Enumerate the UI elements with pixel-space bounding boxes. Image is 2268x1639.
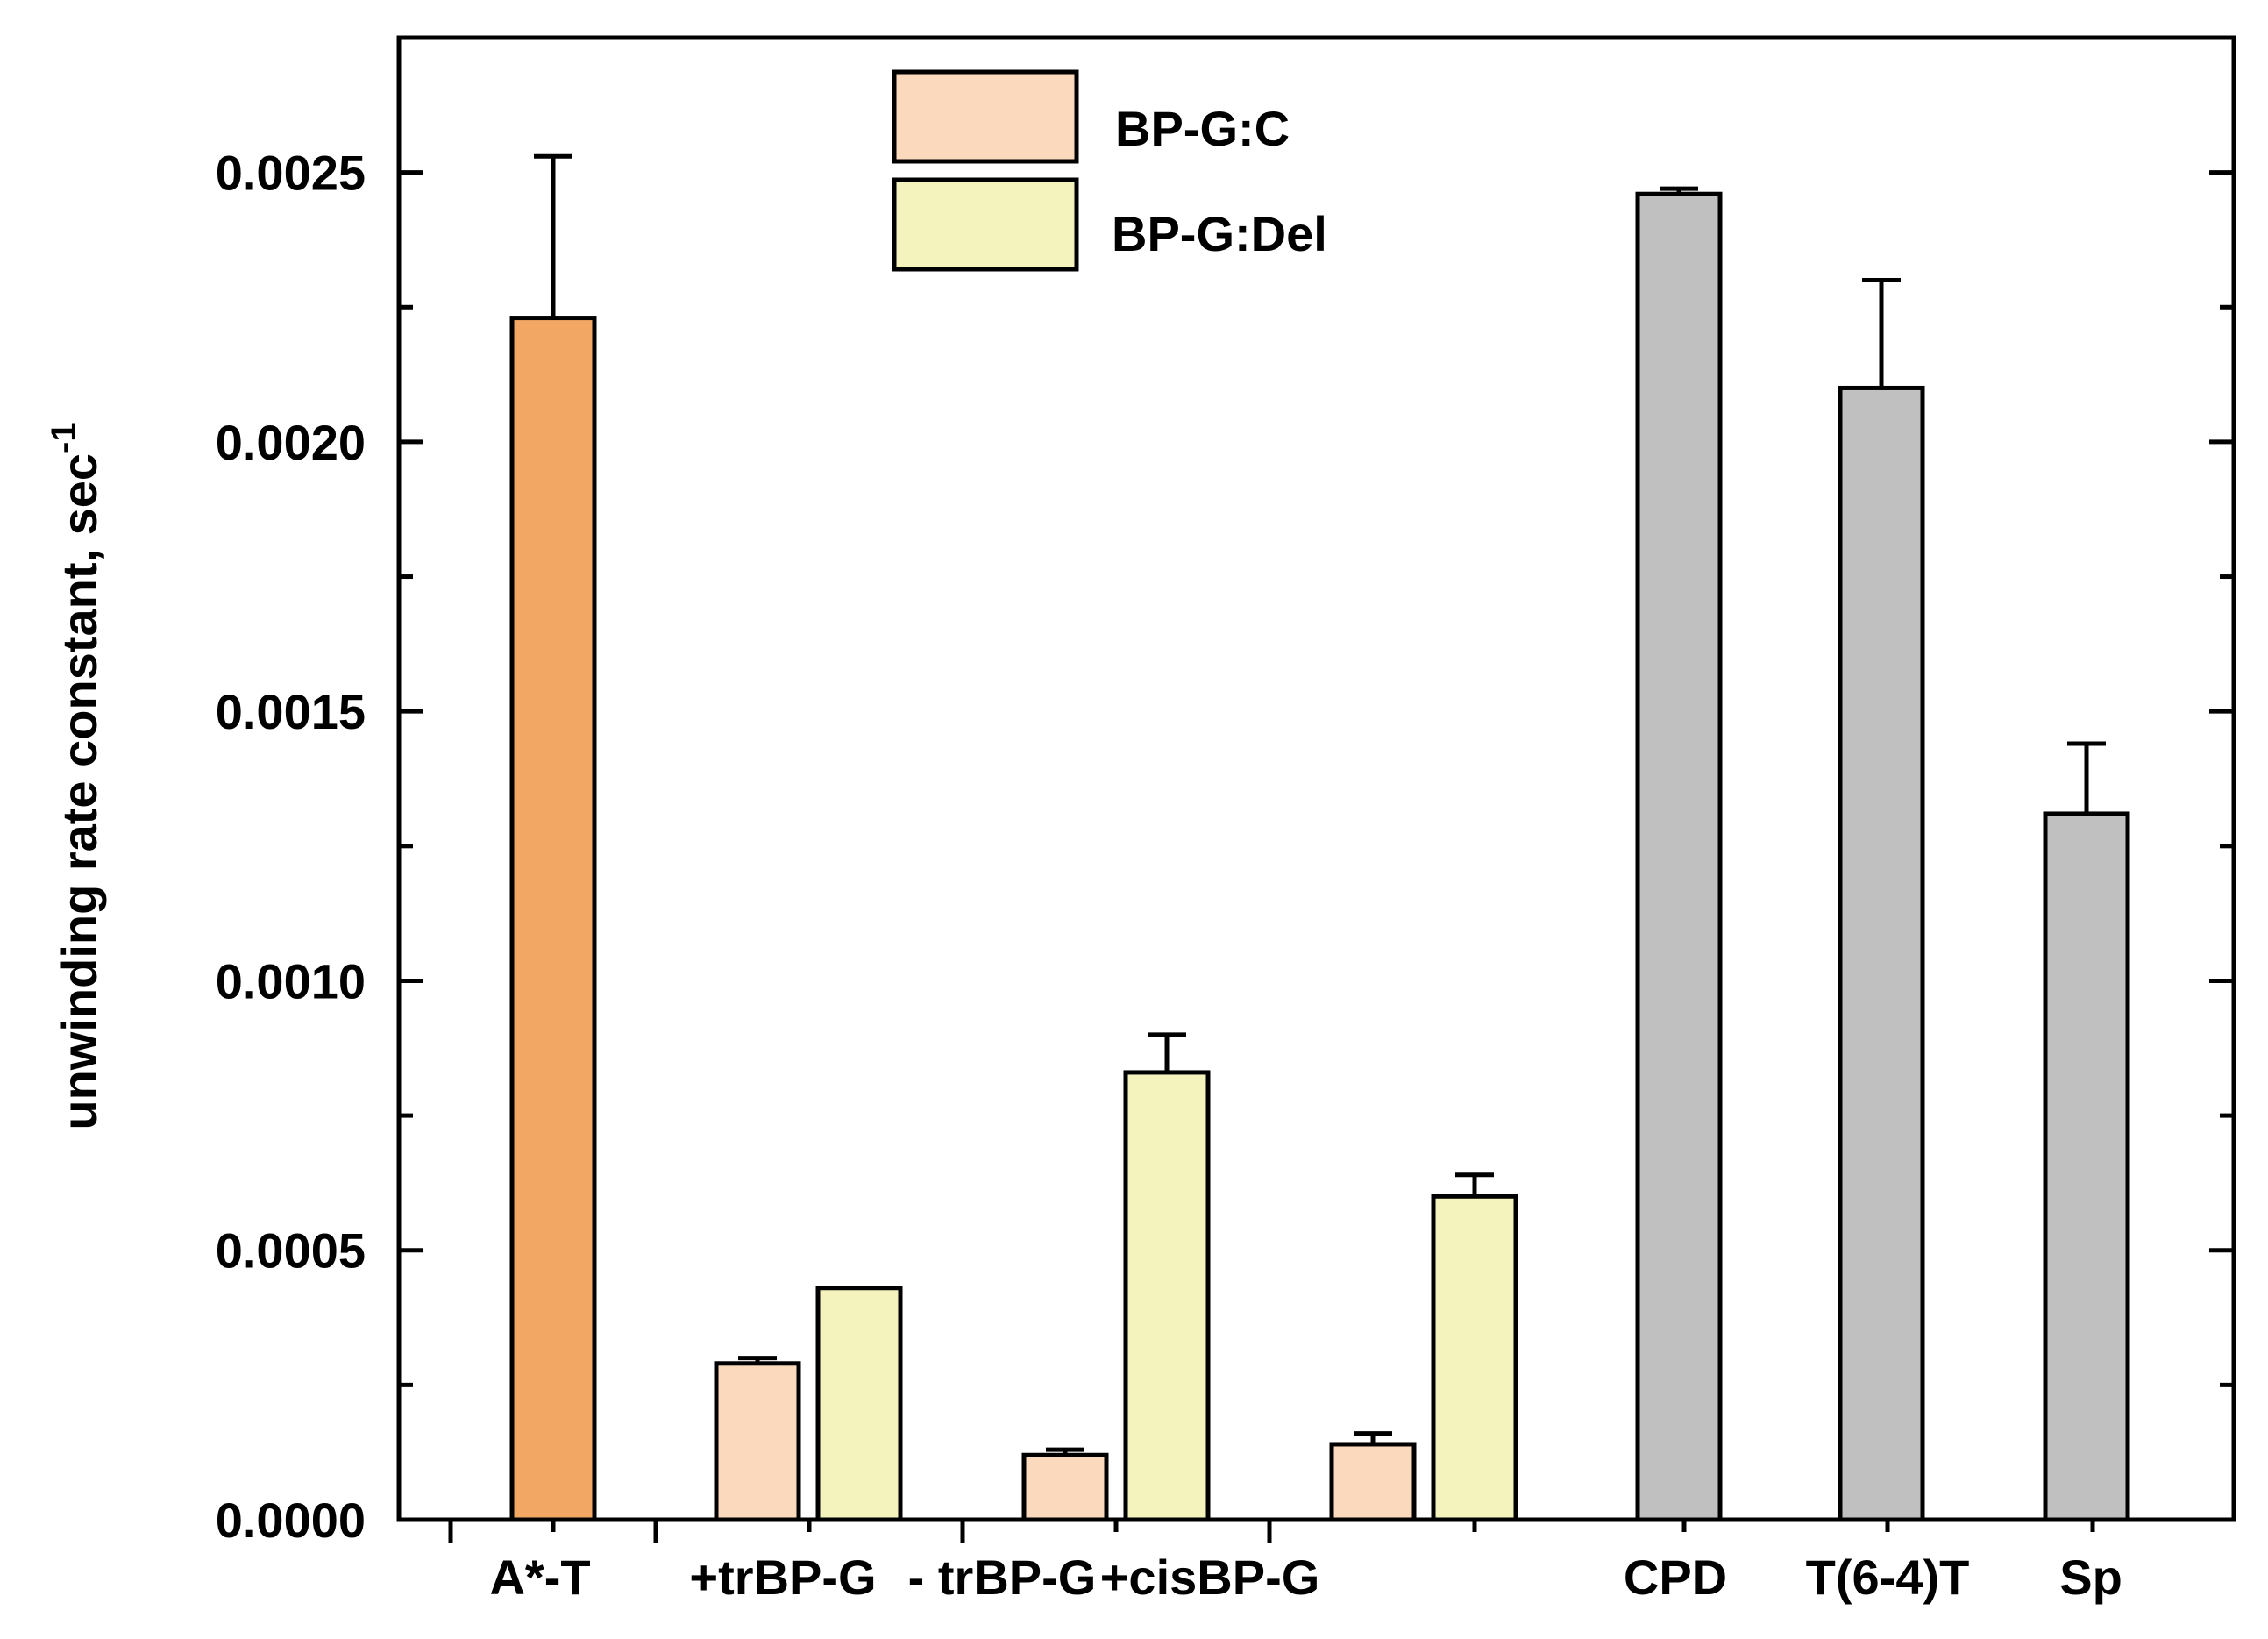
x-category-label: A*-T — [489, 1550, 590, 1605]
bar-trbp-g-bp-g-c — [1021, 1452, 1109, 1522]
x-category-label: CPD — [1624, 1550, 1727, 1605]
bar-trbp-g-bp-g-c — [714, 1361, 801, 1522]
x-category-label: - trBP-G — [908, 1550, 1097, 1605]
y-tick-label: 0.0010 — [216, 953, 366, 1008]
y-tick-labels: 0.0000 0.0005 0.0010 0.0015 0.0020 0.0025 — [216, 146, 366, 1548]
y-tick-label: 0.0015 — [216, 684, 366, 739]
bar-trbp-g-bp-g-del — [815, 1286, 903, 1522]
y-axis-title: unwinding rate constant, sec-1 — [45, 422, 107, 1129]
axis-ticks — [399, 170, 2234, 1543]
y-tick-label: 0.0005 — [216, 1223, 366, 1279]
bars — [509, 191, 2130, 1522]
y-tick-label: 0.0000 — [216, 1493, 366, 1548]
bar-cisbp-g-bp-g-del — [1431, 1194, 1518, 1522]
bar-t-6-4-t-uv-lesion — [1838, 385, 1925, 1522]
x-category-label: +cisBP-G — [1100, 1550, 1320, 1605]
y-tick-label: 0.0025 — [216, 146, 366, 201]
bar-sp-oxidative-lesion — [2043, 811, 2130, 1522]
legend: BP-G:C BP-G:Del — [892, 69, 1327, 272]
x-category-label: T(6-4)T — [1806, 1550, 1970, 1605]
y-tick-label: 0.0020 — [216, 415, 366, 470]
y-axis-title-superscript: -1 — [45, 422, 83, 453]
bar-cisbp-g-bp-g-c — [1329, 1442, 1417, 1522]
x-category-label: +trBP-G — [689, 1550, 876, 1605]
legend-swatch-bp-g-c — [892, 69, 1079, 164]
category-labels: A*-T +trBP-G - trBP-G +cisBP-G CPD T(6-4)T Sp — [489, 1550, 2122, 1605]
legend-swatch-bp-g-del — [892, 177, 1079, 272]
x-category-label: Sp — [2059, 1550, 2122, 1605]
bar-trbp-g-bp-g-del — [1123, 1070, 1211, 1522]
bar-cpd-uv-lesion — [1635, 191, 1723, 1522]
plot-area-frame — [396, 35, 2236, 1522]
bar-a-t-control — [509, 316, 597, 1522]
error-bars — [534, 153, 2106, 1456]
legend-label-bp-g-c: BP-G:C — [1115, 101, 1290, 156]
legend-label-bp-g-del: BP-G:Del — [1112, 206, 1327, 261]
